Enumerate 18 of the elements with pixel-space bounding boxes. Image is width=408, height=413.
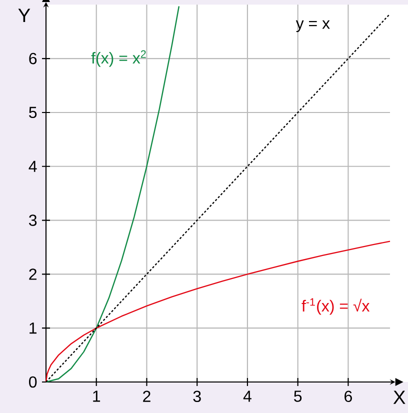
series-label: f(x) = x$^{2}$ xyxy=(91,50,146,67)
series-label: y = x xyxy=(296,20,330,32)
x-axis-title: X xyxy=(393,390,406,404)
text: f$^{-1}$(x) = √x xyxy=(302,298,370,315)
y-tick-label: 2 xyxy=(29,268,36,280)
x-tick-label: 5 xyxy=(294,390,302,402)
x-tick-label: 1 xyxy=(93,390,100,402)
x-tick-label: 6 xyxy=(344,390,352,402)
y-tick-label: 5 xyxy=(29,106,37,118)
x-tick-label: 4 xyxy=(243,390,252,402)
x-tick-label: 2 xyxy=(143,390,150,402)
y-tick-label: 4 xyxy=(28,160,37,172)
y-axis-title: Y xyxy=(18,8,30,22)
y-tick-label: 0 xyxy=(29,376,37,388)
y-tick-label: 6 xyxy=(29,52,37,64)
y-tick-label: 1 xyxy=(30,322,37,334)
y-tick-label: 3 xyxy=(28,214,37,226)
x-tick-label: 3 xyxy=(193,390,201,402)
